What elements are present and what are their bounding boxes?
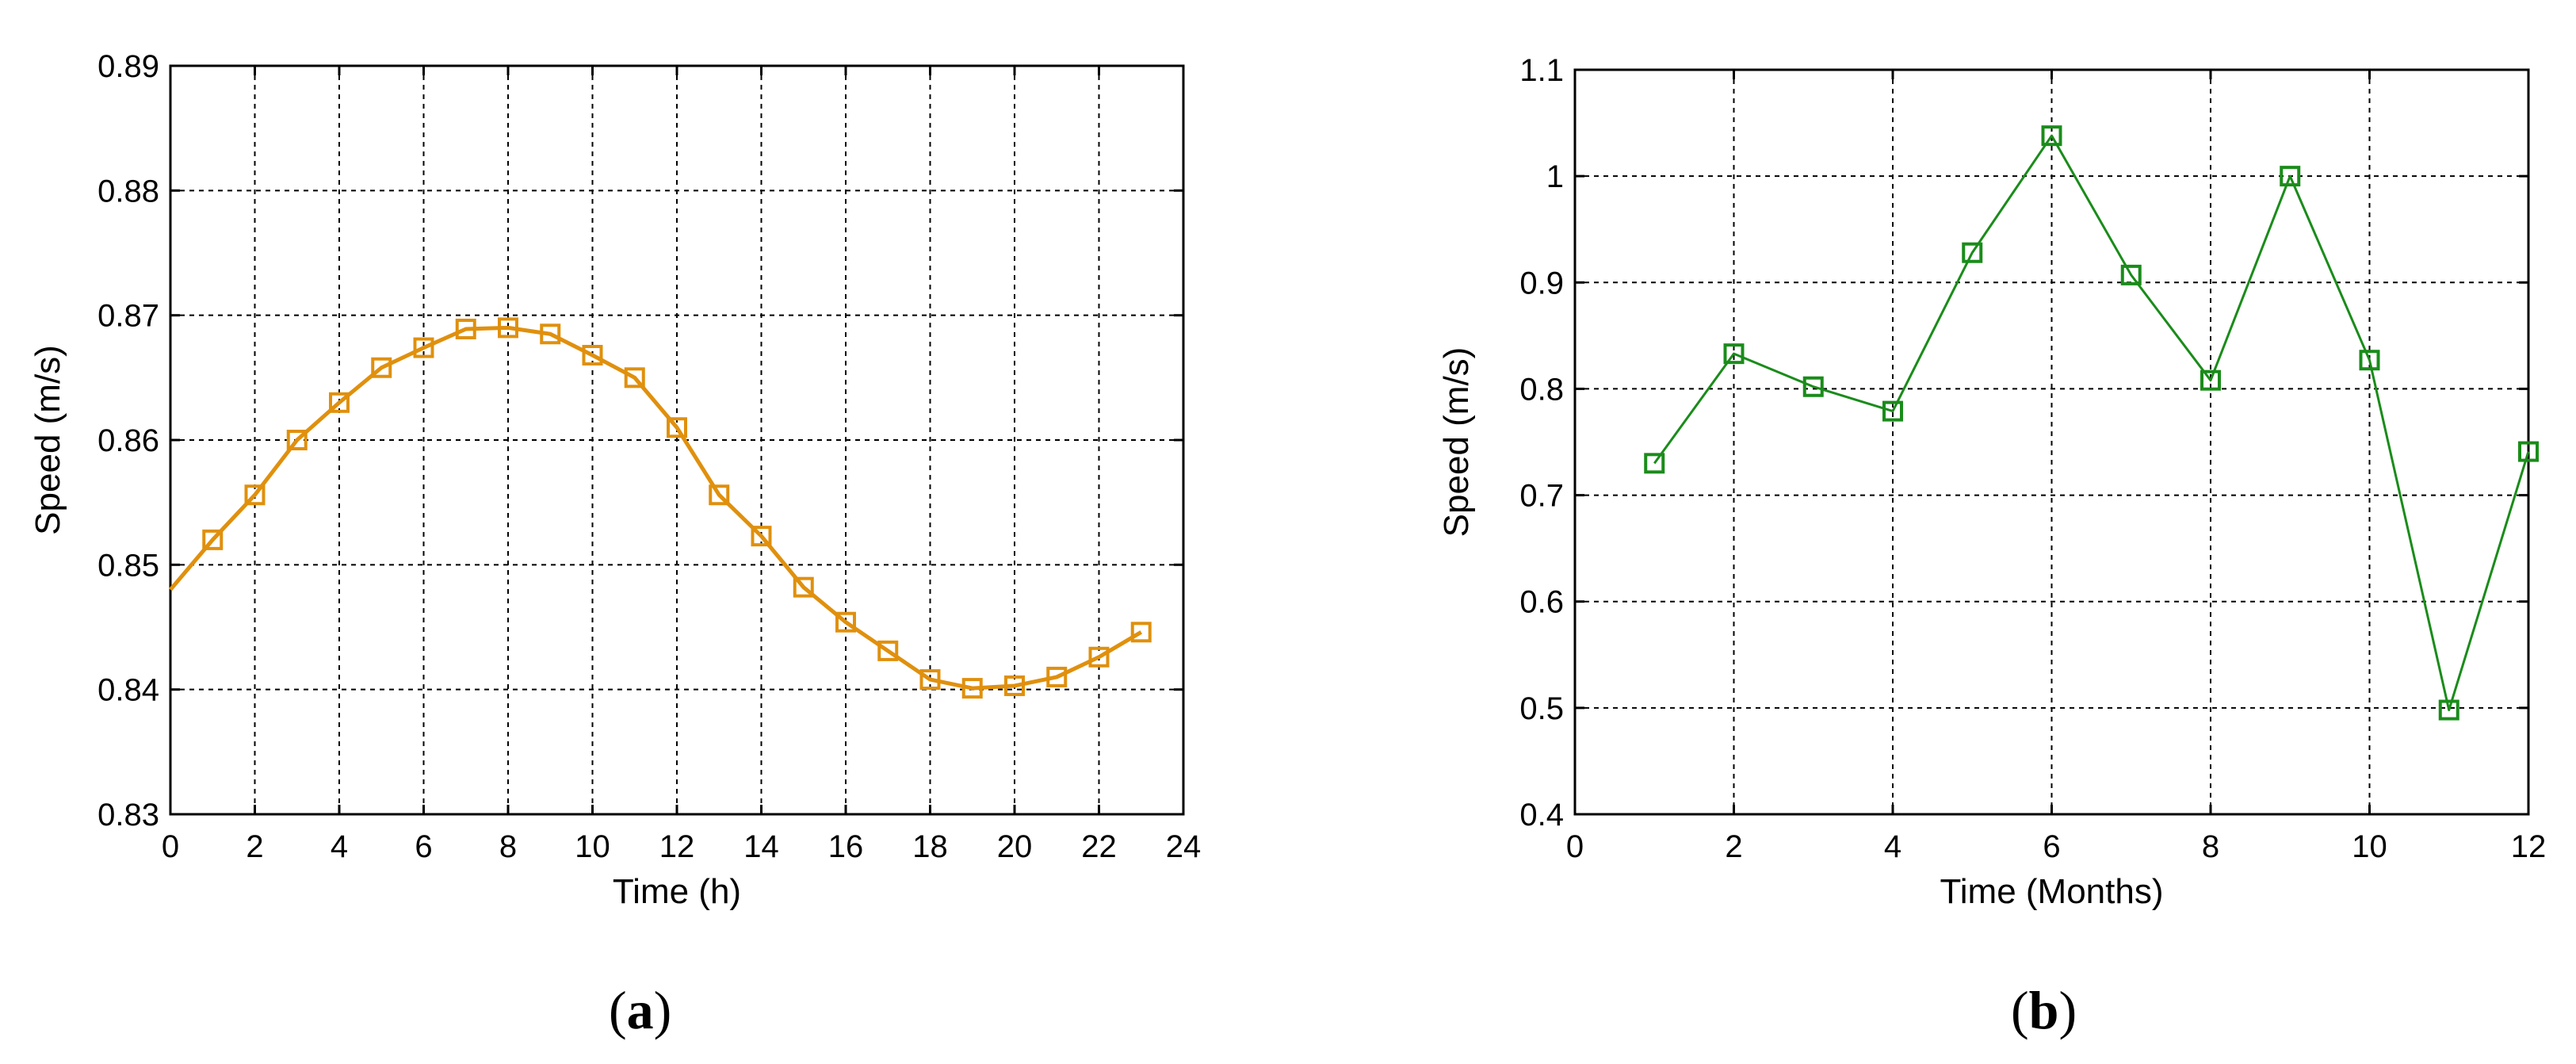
data-point [329,392,350,413]
x-tick-label: 2 [1725,829,1742,864]
data-point [413,337,434,358]
x-axis-label: Time (Months) [1940,872,2164,911]
data-point [624,367,645,388]
x-tick-label: 4 [1884,829,1901,864]
data-point [1130,622,1152,643]
x-tick-label: 24 [1166,829,1202,864]
data-point [1962,242,1983,263]
caption-b-close: ) [2058,980,2077,1040]
caption-a-open: ( [609,980,627,1040]
data-point [2041,125,2062,147]
y-tick-label: 0.6 [1519,585,1564,620]
x-tick-label: 16 [828,829,864,864]
data-point [2280,166,2301,187]
y-tick-label: 1.1 [1519,53,1564,88]
x-tick-label: 12 [2511,829,2547,864]
y-tick-label: 0.83 [97,798,159,832]
data-point [202,529,224,550]
x-tick-label: 8 [2202,829,2219,864]
data-point [540,323,561,345]
series-line [169,325,1143,691]
data-point [751,526,772,547]
data-point [1046,666,1068,687]
y-tick-label: 0.85 [97,548,159,583]
y-axis-label: Speed (m/s) [29,345,67,535]
caption-a: (a) [609,979,671,1042]
data-point [2359,350,2380,371]
caption-a-close: ) [653,980,672,1040]
y-tick-label: 0.8 [1519,372,1564,407]
data-point [835,611,856,633]
y-tick-label: 0.9 [1519,266,1564,300]
data-point [877,640,899,661]
x-tick-label: 2 [246,829,263,864]
data-point [455,318,476,339]
data-point [498,317,518,339]
x-tick-label: 0 [1566,829,1584,864]
x-tick-label: 4 [331,829,348,864]
data-point [371,357,392,378]
series-line [1653,134,2530,712]
data-point [919,669,941,691]
caption-a-label: a [626,980,654,1040]
x-axis-label: Time (h) [613,872,741,911]
y-tick-label: 0.5 [1519,691,1564,726]
y-tick-label: 0.89 [97,49,159,84]
x-tick-label: 22 [1081,829,1117,864]
y-tick-label: 1 [1546,159,1564,194]
x-tick-label: 6 [415,829,432,864]
x-tick-label: 0 [162,829,179,864]
caption-b: (b) [2011,979,2077,1042]
y-tick-label: 0.4 [1519,798,1564,832]
data-point [2120,264,2142,285]
data-point [667,417,687,438]
data-point [582,345,603,366]
x-tick-label: 14 [743,829,779,864]
data-point [1802,376,1824,397]
x-tick-label: 18 [912,829,948,864]
data-point [793,576,814,598]
data-point [1644,453,1665,474]
caption-b-open: ( [2011,980,2029,1040]
data-point [1723,343,1745,365]
y-axis-label: Speed (m/s) [1437,347,1476,538]
data-point [286,430,308,450]
y-tick-label: 0.7 [1519,479,1564,514]
x-tick-label: 12 [659,829,695,864]
caption-b-label: b [2028,980,2059,1040]
data-point [2518,441,2539,462]
y-tick-label: 0.88 [97,174,159,209]
x-tick-label: 20 [997,829,1033,864]
data-point [961,678,983,699]
y-tick-label: 0.84 [97,673,159,708]
data-point [2438,699,2459,721]
x-tick-label: 6 [2043,829,2060,864]
data-point [1088,646,1110,668]
data-point [709,484,730,506]
y-tick-label: 0.87 [97,299,159,334]
y-tick-label: 0.86 [97,423,159,458]
x-tick-label: 10 [2352,829,2387,864]
data-point [244,484,266,506]
data-point [1004,675,1025,696]
data-point [2200,369,2221,391]
data-point [1882,400,1903,422]
x-tick-label: 10 [575,829,610,864]
x-tick-label: 8 [499,829,517,864]
